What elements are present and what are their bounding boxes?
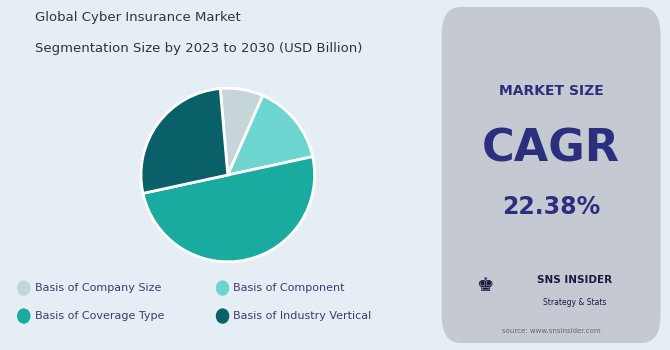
Text: ♚: ♚ — [476, 276, 493, 295]
Text: Basis of Component: Basis of Component — [233, 283, 345, 293]
Text: SNS INSIDER: SNS INSIDER — [537, 275, 612, 285]
Ellipse shape — [216, 281, 228, 295]
Text: Segmentation Size by 2023 to 2030 (USD Billion): Segmentation Size by 2023 to 2030 (USD B… — [35, 42, 362, 55]
Text: CAGR: CAGR — [482, 127, 620, 170]
Wedge shape — [141, 89, 228, 193]
Text: 22.38%: 22.38% — [502, 195, 600, 218]
Ellipse shape — [17, 281, 30, 295]
Wedge shape — [228, 96, 313, 175]
FancyBboxPatch shape — [442, 7, 661, 343]
Wedge shape — [143, 157, 315, 262]
Text: Global Cyber Insurance Market: Global Cyber Insurance Market — [35, 10, 241, 23]
Text: Basis of Company Size: Basis of Company Size — [35, 283, 161, 293]
Text: Strategy & Stats: Strategy & Stats — [543, 298, 606, 307]
Text: source: www.snsinsider.com: source: www.snsinsider.com — [502, 328, 600, 334]
Ellipse shape — [216, 309, 228, 323]
Text: Basis of Coverage Type: Basis of Coverage Type — [35, 311, 164, 321]
Text: MARKET SIZE: MARKET SIZE — [498, 84, 604, 98]
Text: Basis of Industry Vertical: Basis of Industry Vertical — [233, 311, 372, 321]
Wedge shape — [220, 88, 263, 175]
Ellipse shape — [17, 309, 30, 323]
